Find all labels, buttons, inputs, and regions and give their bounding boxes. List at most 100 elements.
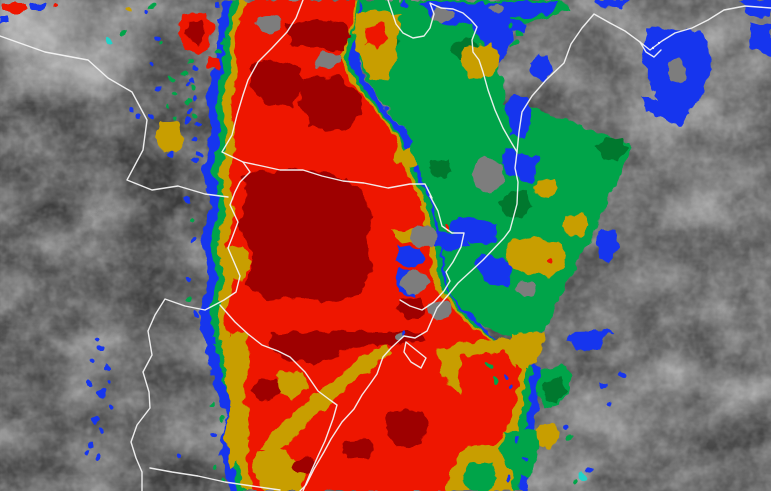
red-column-southeast xyxy=(459,351,519,428)
blue-speck-se-1 xyxy=(512,437,518,443)
border-brazil-uruguay xyxy=(219,304,338,491)
green-speck-se-col-2 xyxy=(492,377,498,383)
red-speck-band-3 xyxy=(549,258,555,264)
border-lagoa-mirim xyxy=(403,341,427,369)
red-spot-in-gold xyxy=(364,24,386,48)
gold-band-inner-diagonal xyxy=(260,344,392,453)
dark-green-patch-2 xyxy=(597,136,627,161)
blue-band-se xyxy=(566,331,612,350)
green-speck-ne-3 xyxy=(511,41,517,47)
storm-core-north-1 xyxy=(285,20,352,50)
red-dash-topleft xyxy=(2,4,26,12)
coastal-islet-1 xyxy=(651,46,655,50)
storm-complex-south-details xyxy=(220,246,545,491)
green-speck-ne-2 xyxy=(517,31,523,37)
blue-patch-coast xyxy=(506,94,531,139)
border-parana-river-west xyxy=(0,35,229,198)
gray-hole-band-4 xyxy=(411,226,439,248)
green-speck-paraguay xyxy=(120,30,126,36)
storm-core-south-3 xyxy=(291,457,316,476)
green-speck-se-1 xyxy=(572,479,578,485)
border-lagoa-dos-patos xyxy=(399,195,465,311)
dark-green-patch-3 xyxy=(499,190,531,219)
blue-speck-se-col-1 xyxy=(503,374,509,380)
gold-patch-inner xyxy=(276,370,309,399)
border-paraguay-argentina-uruguay-river xyxy=(130,0,304,491)
border-state-east-west xyxy=(242,161,433,199)
speckle-band-north xyxy=(145,1,229,158)
storm-core-north-3 xyxy=(300,76,361,132)
speck-column-southwest xyxy=(84,337,182,461)
blue-streak-northeast-2 xyxy=(500,20,528,32)
blue-patch-right-edge xyxy=(750,24,771,56)
blue-patch-east-edge xyxy=(595,228,618,262)
border-state-north xyxy=(387,0,518,153)
blue-speck-paraguay-1 xyxy=(128,107,134,113)
west-fringe-specks xyxy=(184,77,226,483)
gray-hole-blue-blob xyxy=(669,59,687,81)
border-coastal-bay xyxy=(639,41,662,58)
dark-green-patch-4 xyxy=(427,158,453,179)
green-patch-bottom-gold xyxy=(464,462,497,491)
gray-hole-band-1 xyxy=(431,8,455,22)
gold-blob-se xyxy=(534,423,559,448)
blue-speck-left-edge xyxy=(0,17,8,23)
gray-hole-north-2 xyxy=(255,15,281,33)
storm-core-south-2 xyxy=(341,438,377,461)
blue-speck-top xyxy=(402,1,408,7)
blue-channel-3 xyxy=(475,253,514,288)
blue-speck-se-8 xyxy=(563,424,569,430)
storm-core-south-4 xyxy=(251,378,281,401)
red-speck-band-2 xyxy=(418,202,422,206)
blue-speck-se-col-2 xyxy=(507,384,513,390)
red-speck-top xyxy=(53,0,59,6)
blue-speck-mirim xyxy=(402,332,406,336)
northwest-specks xyxy=(0,0,141,120)
blue-dash-topleft xyxy=(29,3,44,10)
storm-core-south-1 xyxy=(385,410,428,450)
green-speck-ne-1 xyxy=(507,22,513,28)
storm-core-north-2 xyxy=(250,60,303,106)
gold-core-band-4 xyxy=(561,214,588,237)
blue-blob-northeast-arm xyxy=(642,95,690,126)
blue-speck-se-7 xyxy=(605,400,611,406)
red-blob-north-core xyxy=(184,20,207,45)
gray-hole-band-5 xyxy=(401,271,429,293)
green-blob-se-bottom xyxy=(500,430,540,478)
gold-core-band-3 xyxy=(533,179,558,198)
blue-speck-paraguay-2 xyxy=(135,114,141,120)
border-uruguay-south-coast xyxy=(149,467,281,491)
blue-dash-top xyxy=(596,0,628,9)
gold-strip-west xyxy=(223,332,250,470)
cyan-speck-se xyxy=(579,472,587,480)
blue-channel-5 xyxy=(396,246,426,268)
storm-core-south-band xyxy=(270,331,427,363)
border-atlantic-coastline xyxy=(299,5,771,491)
storm-core-central xyxy=(239,168,372,303)
cloud-band-east xyxy=(354,0,630,338)
dark-green-patch-se xyxy=(541,376,566,403)
blue-streak-northeast-1 xyxy=(530,54,553,82)
blue-speck-se-6 xyxy=(600,383,606,389)
green-speck-se-col-1 xyxy=(486,362,492,368)
blue-channel-1 xyxy=(500,149,538,183)
gray-hole-band-2 xyxy=(489,3,505,13)
blue-patches-northeast xyxy=(596,0,771,126)
gold-core-band-5 xyxy=(505,238,566,276)
gold-speck-paraguay xyxy=(126,7,132,13)
cloud-field-southeast xyxy=(500,331,626,485)
red-speck-north-band xyxy=(207,56,221,71)
cyan-speck-paraguay xyxy=(106,37,114,45)
green-speck-se-2 xyxy=(567,434,573,440)
blue-patch-top-corner xyxy=(738,0,771,17)
gold-blob-north-band xyxy=(156,121,183,153)
blue-speck-se-2 xyxy=(522,457,528,463)
blue-speck-se-4 xyxy=(586,467,592,473)
blue-speck-se-5 xyxy=(618,370,626,378)
coastal-islet-2 xyxy=(657,41,661,45)
gold-patch-bottom xyxy=(252,448,308,491)
